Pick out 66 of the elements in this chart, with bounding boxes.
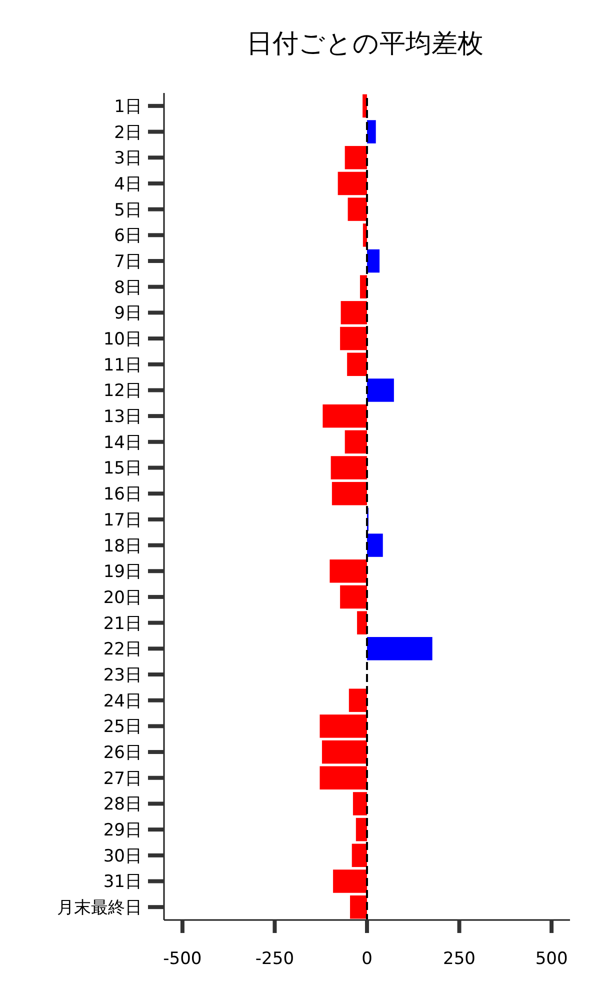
y-tick-label: 17日 xyxy=(103,510,142,530)
bar xyxy=(350,895,367,919)
y-tick-label: 3日 xyxy=(114,148,142,169)
bar xyxy=(340,326,367,350)
x-tick-label: 250 xyxy=(443,949,476,969)
y-tick-label: 16日 xyxy=(103,484,142,505)
y-tick-label: 13日 xyxy=(103,407,142,428)
y-tick-label: 1日 xyxy=(114,96,142,117)
y-tick-label: 22日 xyxy=(103,640,142,660)
bar xyxy=(352,792,367,816)
y-tick-label: 12日 xyxy=(103,381,142,402)
bar xyxy=(367,534,383,557)
bar xyxy=(320,714,367,738)
bar xyxy=(367,249,380,273)
bar xyxy=(347,352,367,376)
y-tick-label: 29日 xyxy=(103,820,142,841)
bar xyxy=(320,766,367,790)
y-tick-label: 10日 xyxy=(103,330,142,350)
bar xyxy=(338,172,367,196)
bar xyxy=(322,404,367,428)
y-tick-label: 28日 xyxy=(103,794,142,815)
bar xyxy=(344,430,367,454)
chart-title: 日付ごとの平均差枚 xyxy=(246,29,484,59)
y-tick-label: 21日 xyxy=(103,614,142,634)
bar xyxy=(348,688,367,712)
y-tick-label: 19日 xyxy=(103,562,142,582)
bar xyxy=(330,559,367,583)
bar xyxy=(367,637,432,660)
y-tick-label: 30日 xyxy=(103,846,142,866)
bar xyxy=(360,275,367,298)
y-tick-label: 7日 xyxy=(114,252,142,272)
bar xyxy=(348,198,367,221)
bar xyxy=(356,818,367,842)
x-tick-label: 0 xyxy=(362,949,372,969)
bar xyxy=(322,740,367,764)
bar xyxy=(367,378,394,402)
x-tick-label: -250 xyxy=(255,949,294,969)
y-tick-label: 11日 xyxy=(103,355,142,376)
y-tick-label: 4日 xyxy=(114,174,142,194)
y-tick-label: 2日 xyxy=(114,122,142,143)
y-tick-label: 20日 xyxy=(103,588,142,608)
bar xyxy=(333,870,367,893)
y-tick-label: 14日 xyxy=(103,432,142,453)
bar xyxy=(352,844,367,868)
bar xyxy=(340,301,367,324)
x-tick-label: -500 xyxy=(163,949,202,969)
bar xyxy=(357,611,367,634)
y-tick-label: 27日 xyxy=(103,768,142,789)
x-tick-label: 500 xyxy=(535,949,568,969)
y-tick-label: 24日 xyxy=(103,691,142,712)
bar xyxy=(344,146,367,170)
y-tick-label: 26日 xyxy=(103,743,142,764)
y-tick-label: 月末最終日 xyxy=(57,898,142,918)
y-tick-label: 23日 xyxy=(103,665,142,686)
bar xyxy=(340,585,367,609)
y-tick-label: 18日 xyxy=(103,536,142,556)
bar xyxy=(332,482,367,506)
bar xyxy=(330,456,367,480)
y-tick-label: 31日 xyxy=(103,872,142,892)
y-tick-label: 6日 xyxy=(114,226,142,246)
bar xyxy=(367,120,376,144)
y-tick-label: 25日 xyxy=(103,717,142,738)
y-tick-label: 15日 xyxy=(103,458,142,479)
y-tick-label: 5日 xyxy=(114,200,142,220)
y-tick-label: 9日 xyxy=(114,304,142,324)
y-tick-label: 8日 xyxy=(114,278,142,298)
